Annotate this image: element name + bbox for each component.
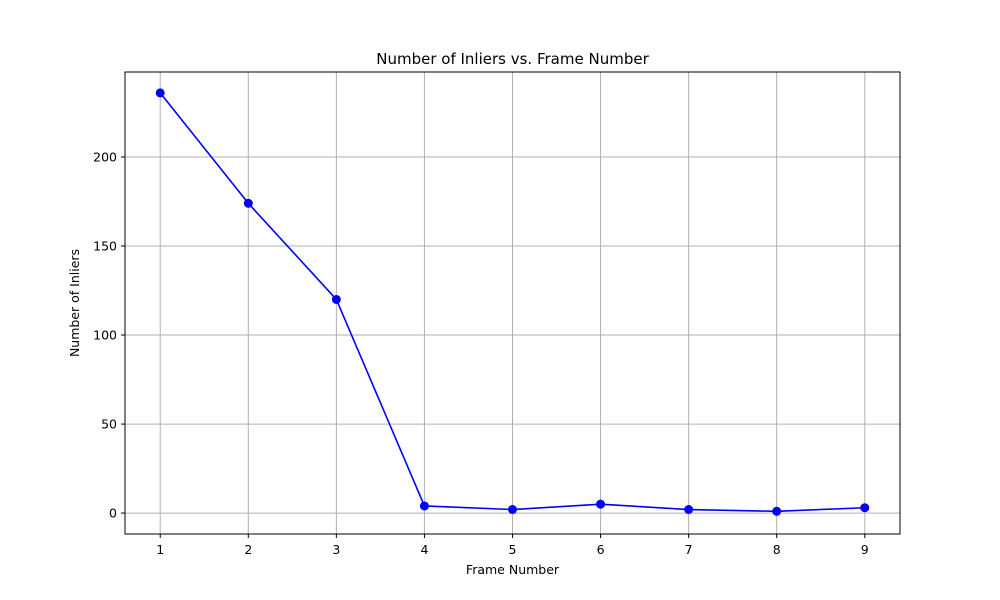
y-tick-label: 200 — [93, 150, 117, 165]
data-point — [508, 505, 517, 515]
x-tick-label: 9 — [861, 542, 869, 557]
data-point — [419, 501, 429, 511]
y-tick-label: 50 — [101, 417, 117, 432]
x-tick-label: 8 — [773, 542, 781, 557]
y-tick-label: 0 — [109, 506, 117, 521]
data-point — [684, 505, 694, 515]
y-tick-label: 150 — [93, 239, 117, 254]
data-point — [155, 88, 165, 98]
x-tick-label: 1 — [156, 542, 164, 557]
data-point — [243, 198, 253, 208]
y-axis-label: Number of Inliers — [67, 249, 82, 357]
grid-lines — [125, 72, 900, 534]
series-layer — [155, 88, 870, 516]
data-point — [596, 499, 606, 509]
data-point — [860, 503, 870, 513]
x-tick-label: 4 — [420, 542, 428, 557]
x-tick-label: 5 — [509, 542, 517, 557]
data-point — [331, 294, 341, 304]
x-tick-label: 7 — [685, 542, 693, 557]
x-axis-label: Frame Number — [466, 562, 560, 577]
x-axis-ticks: 1 2 3 4 5 6 7 8 9 — [156, 534, 869, 557]
x-tick-label: 6 — [597, 542, 605, 557]
y-axis-ticks: 0 50 100 150 200 — [93, 150, 125, 521]
x-tick-label: 3 — [332, 542, 340, 557]
x-tick-label: 2 — [244, 542, 252, 557]
data-point — [772, 506, 782, 516]
y-tick-label: 100 — [93, 328, 117, 343]
chart-title: Number of Inliers vs. Frame Number — [376, 50, 649, 68]
